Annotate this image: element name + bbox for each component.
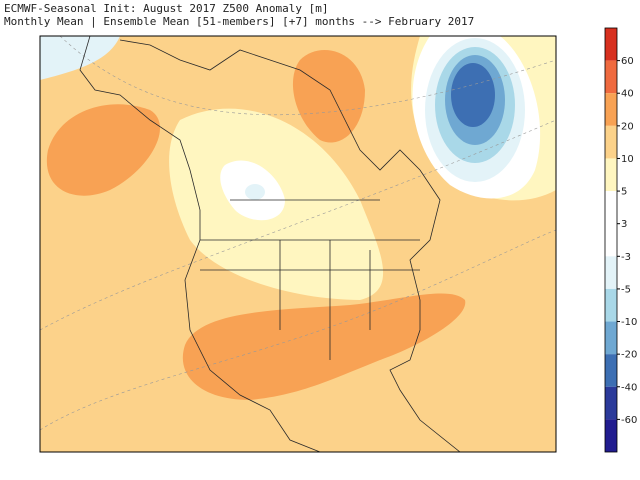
colorbar-bin [605,354,617,387]
graticule [40,229,556,431]
map [39,35,557,453]
colorbar-bin [605,223,617,257]
anomaly-region [182,293,466,400]
colorbar: 60 40 20 10 5 3 -3 -5 -10 -20 -40 -60 [604,27,637,453]
colorbar-label: -10 [621,317,637,328]
colorbar-label: -40 [621,382,637,393]
border [200,199,420,360]
colorbar-label: -60 [621,415,637,426]
colorbar-bin [605,386,617,420]
colorbar-bin [605,191,617,224]
title: ECMWF-Seasonal Init: August 2017 Z500 An… [4,2,329,15]
anomaly-region [451,63,495,127]
graticule [59,36,556,116]
colorbar-label: 40 [621,89,634,100]
colorbar-bin [605,28,617,61]
colorbar-frame [604,27,618,453]
colorbar-bin [605,288,617,322]
colorbar-bin [605,419,617,452]
anomaly-region [46,104,161,196]
coastline [79,36,461,452]
colorbar-bin [605,321,617,355]
colorbar-bin [605,125,617,159]
colorbar-label: -3 [621,252,631,263]
colorbar-label: 5 [621,187,627,198]
subtitle: Monthly Mean | Ensemble Mean [51-members… [4,15,474,28]
colorbar-label: -5 [621,284,631,295]
colorbar-bin [605,256,617,289]
anomaly-region [245,184,265,200]
colorbar-label: 60 [621,56,634,67]
colorbar-bin [605,158,617,192]
anomaly-region [292,50,365,143]
anomaly-region [40,36,120,80]
colorbar-label: 20 [621,121,634,132]
colorbar-label: -20 [621,350,637,361]
graticule [40,119,556,331]
colorbar-bin [605,93,617,126]
map-frame [39,35,557,453]
colorbar-label: 10 [621,154,634,165]
colorbar-label: 3 [621,219,627,230]
colorbar-bin [605,60,617,94]
